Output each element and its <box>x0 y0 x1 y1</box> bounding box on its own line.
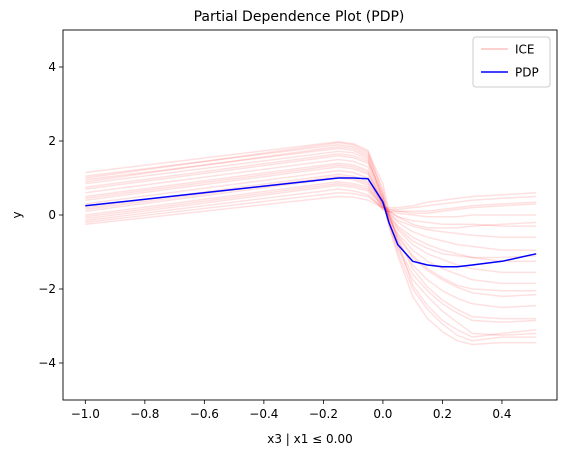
ice-lines <box>85 140 537 346</box>
ice-line-5 <box>85 158 537 298</box>
y-axis-ticks: −4 −2 0 2 4 <box>38 60 63 370</box>
chart-title: Partial Dependence Plot (PDP) <box>194 9 405 25</box>
x-tick-label-4: −0.2 <box>309 407 338 421</box>
y-tick-label-2: 0 <box>48 208 56 222</box>
legend-box <box>472 36 551 88</box>
x-tick-label-2: −0.6 <box>190 407 219 421</box>
ice-line-19 <box>85 175 537 229</box>
ice-line-12 <box>85 184 537 220</box>
ice-line-10 <box>85 177 537 238</box>
ice-line-1 <box>85 143 537 342</box>
legend-pdp-label: PDP <box>515 66 539 80</box>
ice-line-7 <box>85 166 537 274</box>
y-tick-label-3: 2 <box>48 134 56 148</box>
ice-line-11 <box>85 180 537 227</box>
x-tick-label-5: 0.0 <box>373 407 392 421</box>
y-tick-label-0: −4 <box>38 356 56 370</box>
ice-line-2 <box>85 147 537 346</box>
ice-line-3 <box>85 150 537 324</box>
ice-line-18 <box>85 164 537 259</box>
plot-area <box>85 140 537 346</box>
x-tick-label-6: 0.2 <box>433 407 452 421</box>
ice-line-0 <box>85 140 537 337</box>
y-tick-label-1: −2 <box>38 282 56 296</box>
x-axis-label: x3 | x1 ≤ 0.00 <box>267 432 353 446</box>
pdp-line <box>85 177 537 268</box>
pdp-line-group <box>85 177 537 268</box>
ice-line-14 <box>85 192 537 224</box>
x-tick-label-3: −0.4 <box>249 407 278 421</box>
ice-line-8 <box>85 169 537 263</box>
x-axis-ticks: −1.0 −0.8 −0.6 −0.4 −0.2 0.0 0.2 0.4 <box>71 400 511 421</box>
ice-line-13 <box>85 188 537 222</box>
ice-line-15 <box>85 192 537 226</box>
ice-line-9 <box>85 173 537 251</box>
x-tick-label-0: −1.0 <box>71 407 100 421</box>
legend: ICE PDP <box>472 36 551 88</box>
y-axis-label: y <box>10 211 24 218</box>
ice-line-21 <box>85 142 537 338</box>
y-tick-label-4: 4 <box>48 60 56 74</box>
ice-line-17 <box>85 153 537 292</box>
x-tick-label-1: −0.8 <box>130 407 159 421</box>
legend-ice-label: ICE <box>515 43 535 57</box>
ice-line-6 <box>85 162 537 285</box>
x-tick-label-7: 0.4 <box>492 407 511 421</box>
ice-line-20 <box>85 182 537 218</box>
